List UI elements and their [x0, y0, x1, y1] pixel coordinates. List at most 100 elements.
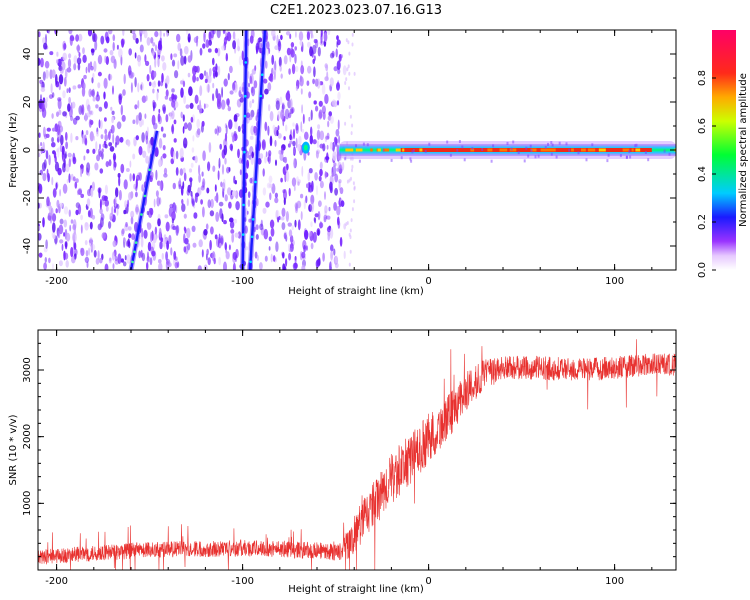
- carrier-jitter: [551, 143, 554, 147]
- noise-blob: [44, 257, 47, 263]
- noise-blob: [278, 215, 281, 221]
- noise-blob: [156, 91, 159, 101]
- noise-blob: [212, 82, 215, 89]
- noise-blob: [310, 201, 315, 213]
- noise-blob: [335, 255, 338, 264]
- noise-blob: [151, 171, 154, 179]
- carrier-hotspot: [499, 148, 508, 152]
- noise-blob: [91, 48, 95, 56]
- noise-blob: [137, 59, 141, 67]
- noise-blob: [308, 168, 313, 174]
- noise-blob: [327, 230, 331, 237]
- noise-blob: [291, 225, 294, 231]
- noise-blob: [135, 191, 138, 198]
- carrier-jitter: [629, 155, 632, 159]
- carrier-hotspot: [581, 148, 586, 152]
- noise-blob: [45, 239, 48, 249]
- noise-blob: [89, 131, 94, 142]
- noise-blob: [282, 263, 286, 270]
- carrier-jitter: [492, 144, 495, 148]
- noise-blob: [229, 90, 234, 95]
- noise-blob: [183, 213, 187, 219]
- noise-blob: [120, 258, 124, 263]
- noise-blob: [141, 119, 145, 126]
- noise-blob: [274, 139, 277, 147]
- x-tick-label: 100: [605, 276, 624, 287]
- noise-blob: [173, 250, 177, 260]
- noise-blob: [323, 32, 328, 43]
- noise-blob: [264, 121, 268, 132]
- noise-blob: [262, 168, 265, 177]
- noise-blob: [67, 152, 72, 158]
- noise-blob: [215, 71, 218, 78]
- noise-blob: [68, 53, 72, 59]
- noise-blob: [295, 137, 298, 149]
- noise-blob: [108, 142, 113, 147]
- streak-line: [129, 130, 159, 270]
- noise-blob: [158, 158, 163, 168]
- noise-blob: [282, 189, 286, 194]
- noise-blob: [99, 222, 102, 229]
- noise-blob: [301, 264, 306, 270]
- noise-blob: [150, 37, 154, 44]
- noise-blob: [80, 193, 84, 198]
- noise-blob: [188, 86, 193, 97]
- noise-blob: [214, 195, 217, 202]
- noise-blob: [63, 43, 67, 50]
- noise-blob: [39, 202, 42, 209]
- noise-blob: [263, 228, 269, 240]
- x-tick-label: 0: [425, 276, 431, 287]
- noise-blob: [297, 181, 300, 186]
- noise-blob: [232, 82, 236, 91]
- noise-blob: [303, 245, 306, 253]
- carrier-jitter: [644, 151, 647, 154]
- noise-blob: [139, 44, 144, 53]
- noise-blob: [266, 182, 272, 189]
- noise-blob: [172, 150, 176, 161]
- noise-blob: [279, 65, 282, 72]
- noise-blob: [239, 97, 244, 103]
- noise-blob: [324, 191, 326, 200]
- noise-blob: [38, 57, 41, 66]
- noise-blob: [57, 97, 62, 102]
- noise-blob: [187, 122, 192, 131]
- noise-blob: [57, 58, 62, 67]
- noise-blob: [254, 251, 258, 259]
- noise-blob: [131, 233, 136, 241]
- noise-blob: [68, 173, 71, 183]
- noise-blob: [192, 242, 197, 248]
- noise-blob: [192, 74, 197, 83]
- noise-blob: [111, 116, 114, 124]
- noise-blob: [207, 75, 212, 84]
- streak-highlight: [254, 180, 257, 184]
- noise-blob: [233, 114, 238, 123]
- noise-speckle: [348, 51, 351, 56]
- noise-blob: [329, 261, 332, 270]
- noise-blob: [269, 73, 274, 83]
- noise-blob: [267, 125, 270, 136]
- noise-blob: [207, 48, 212, 53]
- noise-blob: [317, 124, 321, 130]
- noise-blob: [285, 91, 291, 102]
- noise-blob: [93, 250, 97, 258]
- noise-blob: [317, 210, 321, 221]
- noise-blob: [92, 31, 96, 43]
- carrier-hotspot: [402, 148, 405, 152]
- noise-blob: [158, 259, 162, 264]
- noise-blob: [321, 83, 326, 95]
- carrier-jitter: [506, 141, 509, 145]
- noise-blob: [182, 114, 185, 122]
- noise-blob: [77, 189, 80, 196]
- noise-blob: [212, 57, 215, 66]
- noise-blob: [135, 178, 138, 189]
- noise-blob: [151, 81, 157, 88]
- noise-blob: [234, 232, 239, 238]
- noise-blob: [125, 222, 128, 228]
- noise-blob: [114, 255, 118, 262]
- y-tick-label: 20: [22, 96, 33, 109]
- noise-blob: [300, 88, 303, 95]
- noise-blob: [298, 31, 304, 41]
- noise-blob: [112, 240, 117, 248]
- noise-blob: [103, 77, 108, 89]
- noise-blob: [280, 34, 283, 41]
